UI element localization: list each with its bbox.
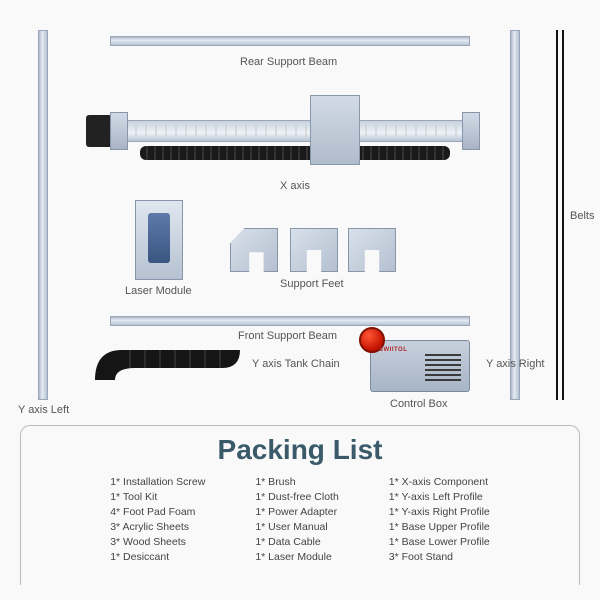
list-item: 1* Dust-free Cloth: [255, 491, 338, 503]
label-support-feet: Support Feet: [280, 278, 344, 290]
label-rear-beam: Rear Support Beam: [240, 56, 337, 68]
list-item: 4* Foot Pad Foam: [110, 506, 205, 518]
list-item: 1* Data Cable: [255, 536, 338, 548]
y-axis-right-profile: [510, 30, 520, 400]
packing-list-title: Packing List: [45, 434, 555, 466]
packing-list-panel: Packing List 1* Installation Screw 1* To…: [20, 425, 580, 585]
y-axis-left-profile: [38, 30, 48, 400]
belt: [556, 30, 558, 400]
vent-icon: [425, 353, 461, 381]
support-foot: [230, 228, 278, 272]
label-y-left: Y axis Left: [18, 404, 69, 416]
list-item: 1* Brush: [255, 476, 338, 488]
list-item: 1* Installation Screw: [110, 476, 205, 488]
list-item: 3* Foot Stand: [389, 551, 490, 563]
y-axis-tank-chain: [90, 340, 250, 390]
brand-label: SWIITOL: [379, 347, 407, 353]
components-diagram: SWIITOL Rear Support Beam X axis Belts L…: [0, 0, 600, 420]
packing-col-1: 1* Installation Screw 1* Tool Kit 4* Foo…: [110, 476, 205, 563]
list-item: 3* Wood Sheets: [110, 536, 205, 548]
label-belts: Belts: [570, 210, 594, 222]
label-y-right: Y axis Right: [486, 358, 545, 370]
support-foot: [348, 228, 396, 272]
list-item: 1* Power Adapter: [255, 506, 338, 518]
packing-col-2: 1* Brush 1* Dust-free Cloth 1* Power Ada…: [255, 476, 338, 563]
support-foot: [290, 228, 338, 272]
x-axis-carriage: [310, 95, 360, 165]
list-item: 1* X-axis Component: [389, 476, 490, 488]
list-item: 1* User Manual: [255, 521, 338, 533]
x-axis-end-left: [110, 112, 128, 150]
label-x-axis: X axis: [280, 180, 310, 192]
list-item: 1* Y-axis Left Profile: [389, 491, 490, 503]
list-item: 1* Desiccant: [110, 551, 205, 563]
front-support-beam: [110, 316, 470, 326]
x-axis-cable-chain: [140, 146, 450, 160]
belt: [562, 30, 564, 400]
label-front-beam: Front Support Beam: [238, 330, 337, 342]
list-item: 1* Base Upper Profile: [389, 521, 490, 533]
list-item: 1* Base Lower Profile: [389, 536, 490, 548]
packing-col-3: 1* X-axis Component 1* Y-axis Left Profi…: [389, 476, 490, 563]
list-item: 1* Y-axis Right Profile: [389, 506, 490, 518]
label-control-box: Control Box: [390, 398, 447, 410]
x-axis-assembly: [110, 90, 480, 180]
label-laser-module: Laser Module: [125, 285, 192, 297]
x-axis-end-right: [462, 112, 480, 150]
rear-support-beam: [110, 36, 470, 46]
control-box: SWIITOL: [370, 340, 470, 392]
list-item: 1* Laser Module: [255, 551, 338, 563]
packing-list-columns: 1* Installation Screw 1* Tool Kit 4* Foo…: [45, 476, 555, 563]
list-item: 3* Acrylic Sheets: [110, 521, 205, 533]
list-item: 1* Tool Kit: [110, 491, 205, 503]
laser-module: [135, 200, 183, 280]
label-tank-chain: Y axis Tank Chain: [252, 358, 340, 370]
